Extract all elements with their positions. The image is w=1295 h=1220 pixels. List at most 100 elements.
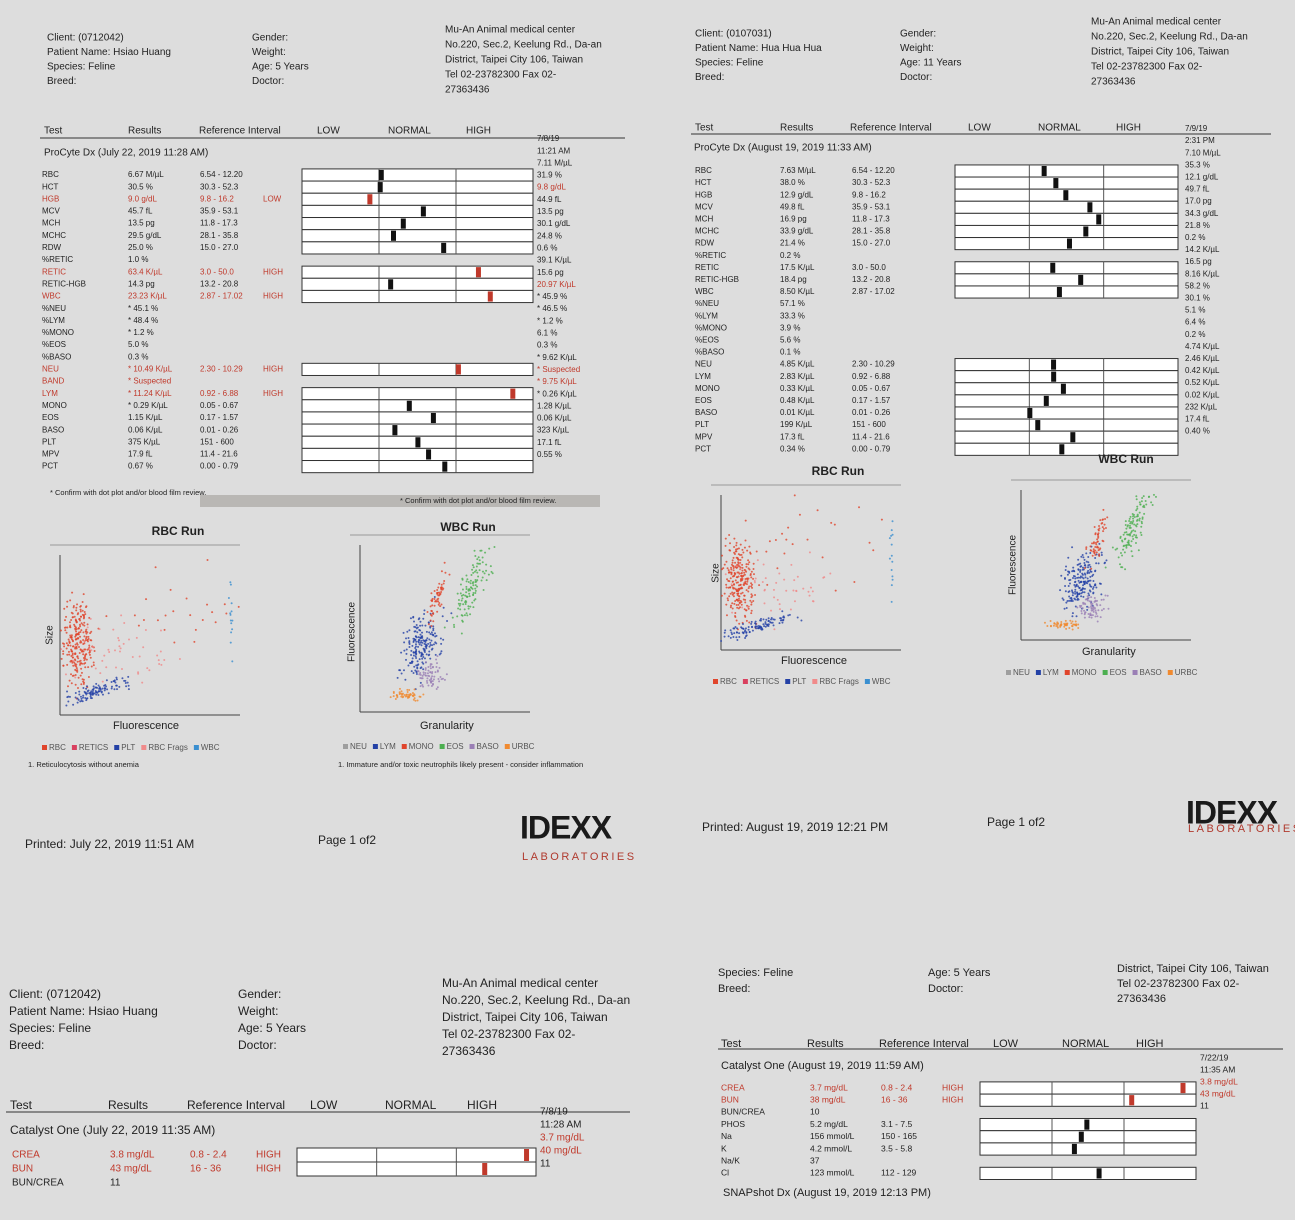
header-field: Age: 5 Years — [252, 62, 309, 73]
header-field: No.220, Sec.2, Keelung Rd., Da-an — [445, 40, 602, 51]
event-dot — [412, 654, 415, 657]
event-dot — [724, 573, 727, 576]
event-dot — [489, 565, 492, 568]
event-dot — [431, 597, 434, 600]
event-dot — [156, 619, 159, 622]
event-dot — [65, 704, 68, 707]
event-dot — [206, 559, 209, 562]
event-dot — [477, 575, 480, 578]
event-dot — [452, 623, 455, 626]
event-dot — [1095, 612, 1098, 615]
event-dot — [807, 590, 810, 593]
test-name: MPV — [42, 450, 60, 459]
event-dot — [435, 642, 438, 645]
event-dot — [1131, 521, 1134, 524]
event-dot — [724, 537, 727, 540]
event-dot — [761, 580, 764, 583]
reference-interval: 15.0 - 27.0 — [200, 243, 239, 252]
event-dot — [410, 670, 413, 673]
reference-interval: 11.8 - 17.3 — [200, 219, 238, 228]
event-dot — [1100, 609, 1103, 612]
event-dot — [127, 675, 130, 678]
event-dot — [123, 621, 126, 624]
event-dot — [732, 556, 735, 559]
reference-interval: 2.87 - 17.02 — [200, 292, 243, 301]
test-result: 30.5 % — [128, 182, 153, 191]
reference-interval: 35.9 - 53.1 — [852, 202, 891, 211]
event-dot — [83, 681, 86, 684]
event-dot — [745, 619, 748, 622]
event-dot — [737, 603, 740, 606]
event-dot — [728, 571, 731, 574]
legend-swatch — [42, 745, 47, 750]
result-marker — [1087, 202, 1093, 213]
event-dot — [1092, 548, 1095, 551]
event-dot — [1043, 621, 1046, 624]
result-marker — [1084, 1119, 1090, 1130]
event-dot — [78, 693, 81, 696]
event-dot — [1072, 623, 1075, 626]
header-field: Weight: — [900, 43, 934, 54]
event-dot — [85, 658, 88, 661]
event-dot — [429, 665, 432, 668]
test-name: CREA — [721, 1082, 745, 1092]
test-name: RDW — [42, 243, 62, 252]
event-dot — [430, 609, 433, 612]
event-dot — [733, 627, 736, 630]
result-marker — [426, 449, 432, 460]
event-dot — [890, 554, 893, 557]
prior-result: 0.2 % — [1185, 330, 1205, 339]
event-dot — [443, 580, 446, 583]
event-dot — [747, 559, 750, 562]
event-dot — [1056, 626, 1059, 629]
event-dot — [63, 645, 66, 648]
event-dot — [465, 588, 468, 591]
event-dot — [90, 649, 93, 652]
event-dot — [461, 597, 464, 600]
event-dot — [1090, 596, 1093, 599]
event-dot — [421, 631, 424, 634]
event-dot — [472, 594, 475, 597]
event-dot — [1071, 628, 1074, 631]
event-dot — [125, 685, 128, 688]
event-dot — [734, 561, 737, 564]
event-dot — [413, 625, 416, 628]
reference-interval: 0.01 - 0.26 — [852, 408, 891, 417]
event-dot — [750, 622, 753, 625]
test-result: 12.9 g/dL — [780, 190, 814, 199]
header-field: Weight: — [238, 1004, 278, 1018]
plot-title: WBC Run — [440, 520, 495, 534]
event-dot — [92, 661, 95, 664]
event-dot — [1090, 585, 1093, 588]
event-dot — [790, 563, 793, 566]
event-dot — [86, 631, 89, 634]
event-dot — [465, 612, 468, 615]
event-dot — [472, 571, 475, 574]
event-dot — [1071, 625, 1074, 628]
event-dot — [411, 692, 414, 695]
legend-label: RBC — [720, 677, 737, 686]
event-dot — [749, 574, 752, 577]
event-dot — [76, 701, 79, 704]
event-dot — [1081, 587, 1084, 590]
test-name: LYM — [42, 389, 58, 398]
event-dot — [65, 647, 68, 650]
result-marker — [1078, 274, 1084, 285]
range-box — [954, 200, 1179, 214]
test-name: K — [721, 1143, 727, 1153]
event-dot — [1099, 547, 1102, 550]
event-dot — [442, 638, 445, 641]
event-dot — [89, 617, 92, 620]
event-dot — [1068, 582, 1071, 585]
event-dot — [429, 671, 432, 674]
column-header: Results — [807, 1038, 844, 1050]
event-dot — [1094, 609, 1097, 612]
event-dot — [1086, 595, 1089, 598]
test-name: NEU — [42, 365, 59, 374]
range-box — [954, 430, 1179, 444]
event-dot — [728, 534, 731, 537]
event-dot — [1074, 620, 1077, 623]
event-dot — [110, 681, 113, 684]
event-dot — [1134, 542, 1137, 545]
event-dot — [1104, 566, 1107, 569]
